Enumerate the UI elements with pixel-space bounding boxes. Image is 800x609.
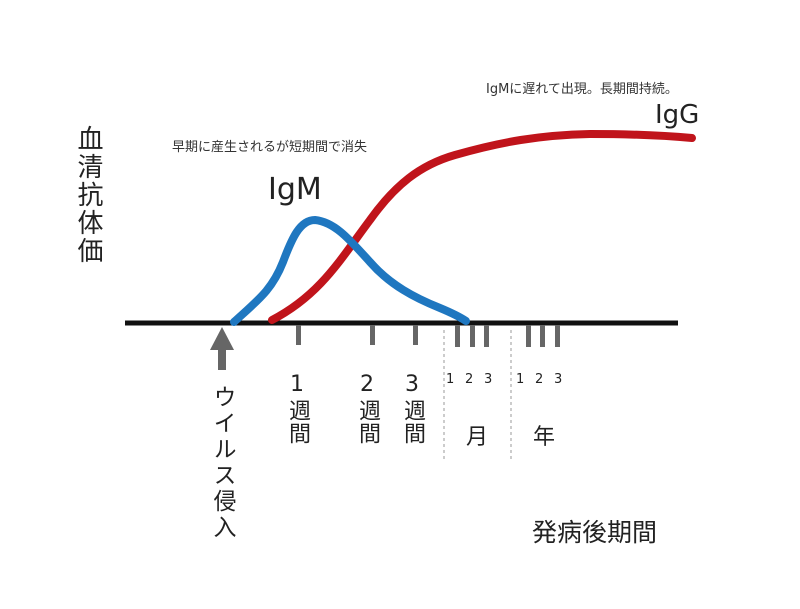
week-3-number: 3 (405, 372, 419, 397)
x-axis-label: 発病後期間 (532, 518, 658, 547)
tick-year-3 (555, 325, 560, 347)
week-2-unit: 週間 (355, 399, 380, 445)
tick-year-1 (526, 325, 531, 347)
virus-entry-label: ウイルス侵入 (209, 385, 235, 541)
tick-week-1 (296, 325, 301, 345)
igg-curve (268, 129, 696, 324)
week-1-number: 1 (290, 372, 304, 397)
month-unit: 月 (466, 425, 489, 450)
igg-label: IgG (655, 100, 700, 130)
month-3-number: 3 (484, 372, 493, 387)
tick-month-3 (484, 325, 489, 347)
year-unit: 年 (533, 425, 556, 450)
week-1-label: 1 週間 (285, 372, 310, 451)
week-2-label: 2 週間 (355, 372, 380, 451)
tick-marks (296, 325, 560, 347)
up-arrow-icon (210, 327, 234, 370)
tick-week-3 (413, 325, 418, 345)
week-2-number: 2 (360, 372, 374, 397)
week-3-unit: 週間 (400, 399, 425, 445)
week-1-unit: 週間 (285, 399, 310, 445)
igm-note: 早期に産生されるが短期間で消失 (172, 140, 368, 155)
igm-curve (230, 215, 470, 326)
year-2-number: 2 (535, 372, 544, 387)
igm-label: IgM (268, 172, 322, 207)
year-1-number: 1 (516, 372, 525, 387)
month-2-number: 2 (465, 372, 474, 387)
tick-week-2 (370, 325, 375, 345)
week-3-label: 3 週間 (400, 372, 425, 451)
tick-month-2 (470, 325, 475, 347)
y-axis-label: 血清抗体価 (73, 125, 103, 265)
month-1-number: 1 (446, 372, 455, 387)
year-3-number: 3 (554, 372, 563, 387)
igg-note: IgMに遅れて出現。長期間持続。 (486, 82, 678, 97)
tick-month-1 (455, 325, 460, 347)
tick-year-2 (540, 325, 545, 347)
